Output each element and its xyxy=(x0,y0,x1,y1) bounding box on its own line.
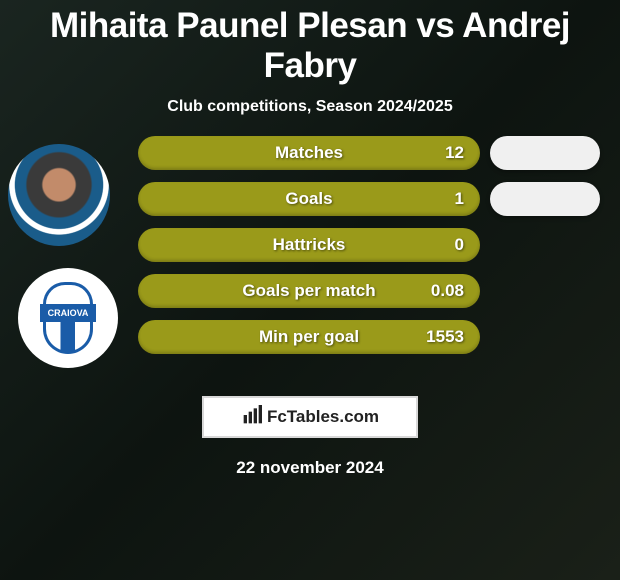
comparison-pill xyxy=(490,136,600,170)
subtitle: Club competitions, Season 2024/2025 xyxy=(0,98,620,116)
stat-bar: Min per goal 1553 xyxy=(138,320,480,354)
pill-column xyxy=(490,136,600,216)
stat-bars: Matches 12 Goals 1 Hattricks 0 Goals per match… xyxy=(138,136,480,354)
stat-bar: Goals per match 0.08 xyxy=(138,274,480,308)
stat-value: 0 xyxy=(455,235,464,255)
comparison-pill xyxy=(490,182,600,216)
date-label: 22 november 2024 xyxy=(0,458,620,478)
stat-label: Min per goal xyxy=(259,327,359,347)
stat-value: 12 xyxy=(445,143,464,163)
watermark-text: FcTables.com xyxy=(267,407,379,427)
crest-top xyxy=(43,282,93,304)
stat-value: 0.08 xyxy=(431,281,464,301)
crest-bottom xyxy=(43,322,93,354)
chart-icon xyxy=(241,405,263,430)
stat-bar: Matches 12 xyxy=(138,136,480,170)
stat-label: Hattricks xyxy=(273,235,346,255)
crest-text: CRAIOVA xyxy=(40,304,96,322)
avatar-column: CRAIOVA xyxy=(8,144,118,368)
comparison-panel: CRAIOVA Matches 12 Goals 1 Hattricks 0 Goals p… xyxy=(0,144,620,404)
stat-value: 1553 xyxy=(426,327,464,347)
stat-label: Goals xyxy=(285,189,332,209)
stat-label: Goals per match xyxy=(242,281,375,301)
page-title: Mihaita Paunel Plesan vs Andrej Fabry xyxy=(0,0,620,86)
stat-bar: Goals 1 xyxy=(138,182,480,216)
stat-value: 1 xyxy=(455,189,464,209)
club-crest: CRAIOVA xyxy=(18,268,118,368)
stat-bar: Hattricks 0 xyxy=(138,228,480,262)
stat-label: Matches xyxy=(275,143,343,163)
player-avatar xyxy=(8,144,110,246)
